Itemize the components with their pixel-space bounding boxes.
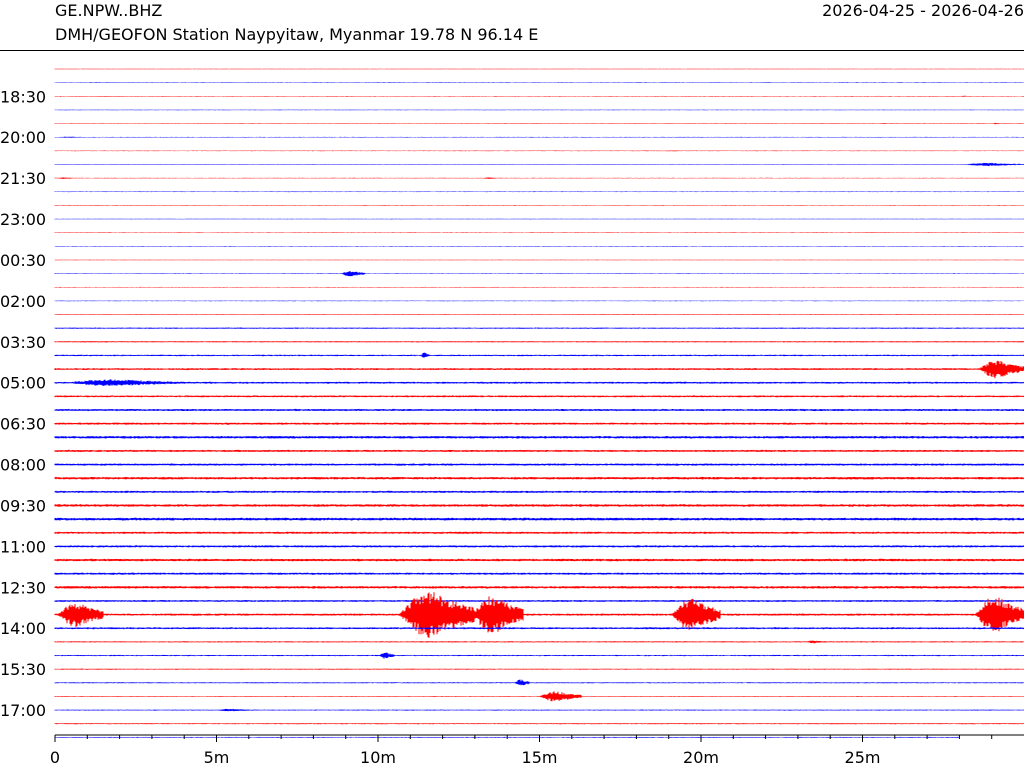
y-tick-label: 20:00	[0, 128, 46, 147]
trace-row	[54, 232, 1024, 233]
trace-row	[54, 191, 1024, 193]
trace-row	[54, 82, 1024, 83]
y-tick-label: 06:30	[0, 415, 46, 434]
trace-row	[54, 691, 1024, 702]
y-tick-label: 12:30	[0, 578, 46, 597]
trace-row	[54, 652, 1024, 659]
trace-row	[54, 408, 1024, 412]
trace-row	[54, 162, 1024, 167]
trace-row	[54, 177, 1024, 179]
trace-row	[54, 545, 1024, 548]
trace-row	[54, 600, 1024, 602]
trace-row	[54, 300, 1024, 302]
trace-row	[54, 476, 1024, 480]
trace-row	[54, 379, 1024, 386]
trace-row	[54, 352, 1024, 358]
trace-row	[54, 558, 1024, 562]
trace-row	[54, 490, 1024, 493]
trace-row	[54, 436, 1024, 439]
y-tick-label: 11:00	[0, 537, 46, 556]
trace-row	[54, 122, 1024, 125]
y-axis-labels: 18:30 20:00 21:30 23:00 00:30 02:00 03:30 05:00…	[0, 87, 46, 720]
trace-row	[54, 341, 1024, 343]
trace-row	[54, 422, 1024, 425]
trace-row	[54, 723, 1024, 725]
x-tick-label: 15m	[522, 748, 558, 767]
trace-row	[54, 463, 1024, 466]
x-tick-label: 20m	[683, 748, 719, 767]
y-tick-label: 14:00	[0, 619, 46, 638]
trace-row	[54, 517, 1024, 521]
y-tick-label: 00:30	[0, 251, 46, 270]
trace-row	[54, 271, 1024, 277]
trace-row	[54, 572, 1024, 575]
x-tick-label: 0	[50, 748, 60, 767]
y-tick-label: 21:30	[0, 169, 46, 188]
x-tick-label: 5m	[204, 748, 230, 767]
x-tick-label: 25m	[845, 748, 881, 767]
y-tick-label: 08:00	[0, 456, 46, 475]
trace-row	[54, 360, 1024, 379]
trace-row	[54, 109, 1024, 111]
y-tick-label: 18:30	[0, 87, 46, 106]
trace-row	[54, 205, 1024, 206]
header-divider	[0, 50, 1024, 51]
trace-row	[54, 327, 1024, 329]
trace-row	[54, 150, 1024, 152]
date-range: 2026-04-25 - 2026-04-26	[822, 1, 1024, 20]
trace-row	[54, 259, 1024, 261]
station-description: DMH/GEOFON Station Naypyitaw, Myanmar 19…	[55, 25, 539, 44]
trace-row	[54, 314, 1024, 315]
trace-row	[54, 679, 1024, 686]
y-tick-label: 05:00	[0, 374, 46, 393]
trace-row	[54, 668, 1024, 670]
trace-row	[54, 68, 1024, 70]
trace-row	[54, 640, 1024, 644]
trace-row	[54, 218, 1024, 220]
y-tick-label: 02:00	[0, 292, 46, 311]
trace-row	[54, 627, 1024, 630]
y-tick-label: 23:00	[0, 210, 46, 229]
y-tick-label: 15:30	[0, 660, 46, 679]
y-tick-label: 03:30	[0, 333, 46, 352]
trace-row	[54, 592, 1024, 638]
y-tick-label: 09:30	[0, 496, 46, 515]
x-tick-label: 10m	[360, 748, 396, 767]
y-tick-label: 17:00	[0, 701, 46, 720]
trace-row	[54, 286, 1024, 288]
trace-row	[54, 504, 1024, 507]
trace-group	[54, 68, 1024, 738]
trace-row	[54, 586, 1024, 589]
trace-row	[54, 531, 1024, 534]
trace-row	[54, 708, 1024, 712]
trace-row	[54, 95, 1024, 97]
trace-row	[54, 395, 1024, 398]
trace-row	[54, 449, 1024, 452]
x-axis: 0 5m 10m 15m 20m 25m	[50, 734, 1024, 767]
trace-row	[54, 246, 1024, 247]
station-code: GE.NPW..BHZ	[55, 1, 163, 20]
trace-row	[54, 136, 1024, 138]
